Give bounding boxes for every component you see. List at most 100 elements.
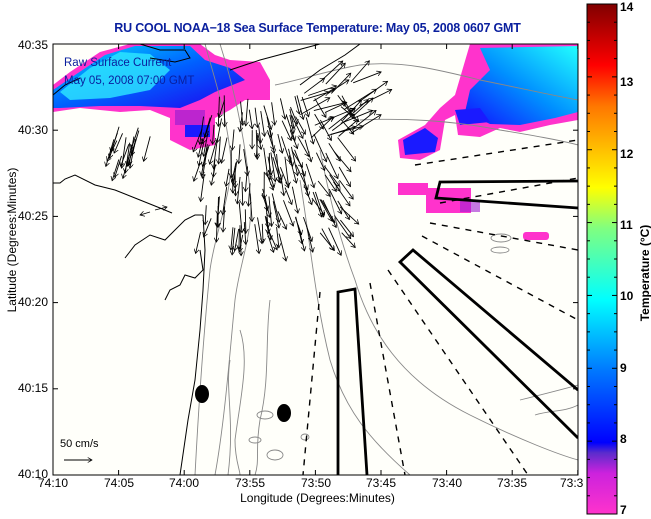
current-vector	[337, 200, 350, 220]
current-vector	[313, 102, 347, 111]
colorbar-tick-label: 12	[620, 147, 634, 161]
current-vector	[231, 227, 233, 250]
current-vector	[319, 198, 332, 221]
current-vector	[154, 207, 167, 210]
current-vector	[289, 108, 294, 129]
x-tick-label: 73:40	[431, 476, 463, 490]
colorbar-tick-label: 13	[620, 75, 634, 89]
study-boxes	[336, 179, 578, 475]
y-tick-label: 40:20	[17, 295, 48, 309]
current-vector	[311, 197, 325, 215]
current-vector	[245, 209, 246, 233]
current-vector	[111, 132, 118, 152]
current-vector	[328, 188, 341, 214]
current-vector	[216, 213, 217, 242]
current-vector	[262, 223, 263, 243]
station-marker	[195, 385, 209, 403]
current-vector	[314, 117, 335, 126]
current-vector	[240, 225, 241, 255]
y-tick-label: 40:35	[17, 38, 48, 52]
current-vector	[268, 196, 272, 227]
current-vector	[204, 218, 212, 237]
current-vector	[277, 226, 279, 248]
current-vector	[281, 120, 291, 141]
scale-label: 50 cm/s	[60, 438, 99, 450]
current-vector	[305, 117, 313, 144]
current-vector	[259, 126, 261, 143]
current-vector	[237, 176, 241, 204]
current-vector	[358, 81, 388, 103]
current-vector	[260, 111, 265, 136]
current-vector	[205, 205, 206, 224]
current-vector	[246, 98, 248, 126]
current-vector	[266, 130, 273, 150]
current-vector	[221, 137, 228, 164]
current-vector	[291, 150, 303, 167]
current-vector	[290, 106, 297, 124]
current-vector	[114, 133, 123, 153]
current-legend-time: May 05, 2008 07:00 GMT	[64, 75, 195, 87]
current-vector	[317, 180, 330, 196]
current-vector	[304, 139, 311, 162]
current-vector	[341, 232, 356, 248]
current-vector	[226, 168, 230, 187]
current-vector	[219, 100, 225, 118]
current-vector	[199, 143, 205, 166]
current-vector	[350, 61, 369, 83]
current-vector	[239, 144, 240, 163]
current-vector	[338, 120, 358, 137]
chart-title: RU COOL NOAA−18 Sea Surface Temperature:…	[114, 21, 521, 35]
current-vector	[328, 108, 356, 130]
current-vector	[201, 173, 205, 202]
current-vector	[325, 63, 346, 85]
current-vector	[328, 227, 342, 256]
current-vector	[241, 101, 243, 126]
y-tick-label: 40:25	[17, 209, 48, 223]
current-vector	[321, 228, 334, 251]
current-vector	[122, 137, 127, 168]
x-tick-label: 73:50	[300, 476, 332, 490]
current-vector	[267, 156, 271, 175]
sst-patch-northwest	[53, 44, 270, 150]
current-vector	[305, 163, 314, 188]
colorbar	[586, 3, 618, 515]
current-vector	[284, 187, 292, 205]
current-vector	[267, 169, 274, 187]
current-vector	[283, 200, 293, 226]
current-vector	[297, 225, 304, 251]
current-vector	[245, 166, 247, 191]
current-vector	[205, 115, 213, 137]
x-tick-label: 73:55	[234, 476, 266, 490]
current-vector	[257, 132, 261, 149]
current-vector	[327, 127, 356, 137]
current-vector	[340, 219, 353, 237]
current-vector	[193, 129, 203, 152]
current-vector	[294, 95, 300, 114]
current-vector	[340, 110, 373, 124]
current-vector	[324, 174, 336, 192]
current-vector	[278, 233, 286, 261]
colorbar-tick-label: 11	[620, 218, 633, 232]
current-vector	[277, 133, 283, 153]
current-legend-title: Raw Surface Current	[64, 57, 172, 69]
current-vector	[254, 224, 259, 253]
colorbar-label: Temperature (°C)	[638, 224, 651, 322]
current-vector	[304, 78, 324, 94]
current-vector	[359, 89, 391, 107]
current-vector	[218, 96, 219, 127]
sst-patch-northeast	[398, 44, 578, 240]
current-vector	[256, 129, 257, 159]
current-vector	[273, 152, 282, 180]
x-tick-label: 73:3	[560, 476, 584, 490]
x-axis-label: Longitude (Degrees:Minutes)	[240, 491, 395, 505]
current-vector	[313, 87, 334, 102]
x-tick-label: 73:35	[496, 476, 528, 490]
current-vector	[201, 144, 208, 175]
current-vector	[297, 136, 309, 156]
y-tick-label: 40:15	[17, 381, 48, 395]
colorbar-tick-label: 9	[620, 361, 627, 375]
colorbar-tick-label: 14	[620, 0, 634, 14]
colorbar-tick-label: 10	[620, 289, 634, 303]
colorbar-ticks	[587, 3, 617, 515]
current-vector	[219, 136, 221, 164]
